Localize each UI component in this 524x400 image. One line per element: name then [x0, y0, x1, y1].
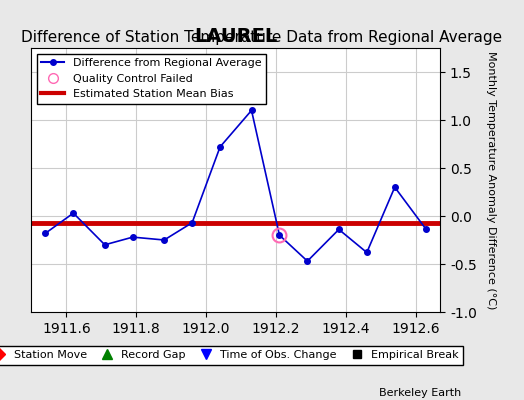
Title: LAUREL: LAUREL [194, 28, 277, 46]
Legend: Station Move, Record Gap, Time of Obs. Change, Empirical Break: Station Move, Record Gap, Time of Obs. C… [0, 346, 463, 364]
Text: Berkeley Earth: Berkeley Earth [379, 388, 461, 398]
Y-axis label: Monthly Temperature Anomaly Difference (°C): Monthly Temperature Anomaly Difference (… [486, 51, 496, 309]
Text: Difference of Station Temperature Data from Regional Average: Difference of Station Temperature Data f… [21, 30, 503, 45]
